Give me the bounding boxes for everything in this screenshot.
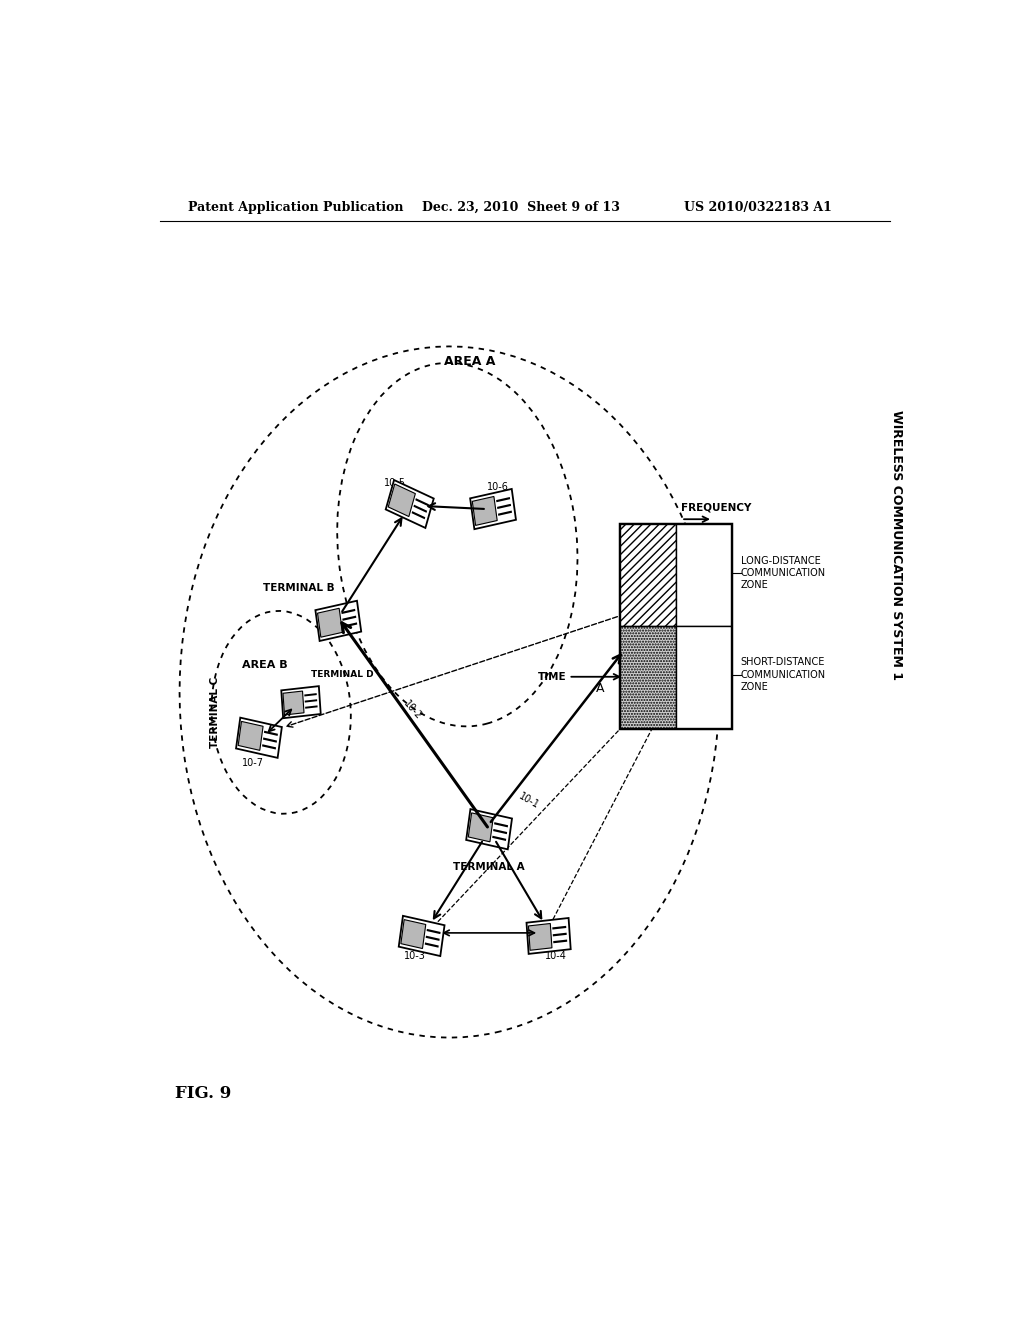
Bar [620,524,731,727]
Bar [398,916,444,956]
Bar [304,693,316,697]
Bar [466,809,512,849]
Bar [317,609,342,638]
Bar [676,626,731,727]
Text: TERMINAL C: TERMINAL C [210,677,220,748]
Text: TERMINAL B: TERMINAL B [263,583,335,594]
Text: WIRELESS COMMUNICATION SYSTEM 1: WIRELESS COMMUNICATION SYSTEM 1 [890,409,903,680]
Bar [498,511,512,516]
Bar [494,829,507,834]
Bar [427,929,440,935]
Text: LONG-DISTANCE
COMMUNICATION
ZONE: LONG-DISTANCE COMMUNICATION ZONE [740,556,825,590]
Bar [494,822,508,828]
Bar [416,498,429,507]
Bar [388,484,416,516]
Text: Patent Application Publication: Patent Application Publication [187,201,403,214]
Bar [496,498,510,503]
Bar [400,920,426,949]
Bar [386,480,434,528]
Text: AREA A: AREA A [443,355,495,368]
Text: Dec. 23, 2010  Sheet 9 of 13: Dec. 23, 2010 Sheet 9 of 13 [422,201,620,214]
Text: A: A [596,682,604,696]
Bar [553,940,567,944]
Bar [305,700,317,702]
Text: TERMINAL D: TERMINAL D [310,669,373,678]
Text: ~10-8: ~10-8 [287,696,316,705]
Text: US 2010/0322183 A1: US 2010/0322183 A1 [684,201,831,214]
Bar [470,488,516,529]
Bar [342,615,356,620]
Bar [468,813,494,842]
Bar [493,836,506,841]
Text: FREQUENCY: FREQUENCY [681,502,752,512]
Bar [412,511,425,519]
Bar [239,722,263,750]
Text: 10-4: 10-4 [546,952,567,961]
Bar [341,609,355,614]
Text: 10-6: 10-6 [486,482,509,492]
Text: 10-7: 10-7 [243,758,264,768]
Text: SHORT-DISTANCE
COMMUNICATION
ZONE: SHORT-DISTANCE COMMUNICATION ZONE [740,657,825,692]
Bar [425,942,438,948]
Bar [620,626,676,727]
Bar [414,504,427,512]
Bar [552,925,566,929]
Text: 10-2: 10-2 [401,700,424,722]
Bar [263,738,278,743]
Bar [497,504,511,510]
Bar [553,933,566,936]
Text: AREA B: AREA B [242,660,288,669]
Bar [620,524,676,626]
Bar [262,744,276,750]
Bar [343,622,357,627]
Text: 10-3: 10-3 [404,952,426,961]
Bar [264,731,278,737]
Text: 10-1: 10-1 [517,791,541,810]
Text: TIME: TIME [538,672,566,681]
Bar [305,705,317,709]
Bar [237,718,282,758]
Bar [426,936,439,941]
Bar [283,692,304,715]
Bar [526,917,570,954]
Text: TERMINAL A: TERMINAL A [454,862,525,871]
Text: FIG. 9: FIG. 9 [175,1085,231,1102]
Bar [528,924,552,950]
Bar [315,601,361,642]
Bar [472,496,498,525]
Text: 10-5: 10-5 [384,478,407,487]
Bar [676,524,731,626]
Bar [282,686,321,718]
